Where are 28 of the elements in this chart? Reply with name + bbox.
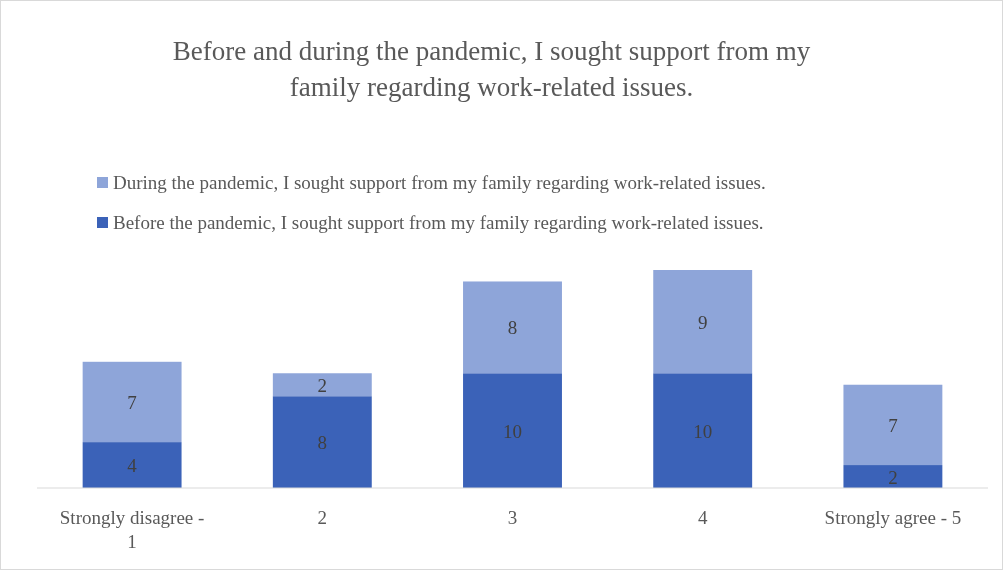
bar <box>82 361 182 443</box>
data-label: 2 <box>888 466 898 488</box>
bar <box>463 281 562 374</box>
legend-label: Before the pandemic, I sought support from my family regarding work-related issues. <box>113 212 764 233</box>
data-label: 8 <box>507 317 518 339</box>
bar <box>272 396 372 488</box>
bar <box>653 270 753 374</box>
x-tick-label: 2 <box>317 507 328 528</box>
x-tick-label: 4 <box>697 507 708 528</box>
x-tick-label: Strongly disagree - 1 <box>59 507 205 552</box>
data-label: 7 <box>888 414 898 436</box>
data-label: 2 <box>317 374 328 396</box>
data-label: 10 <box>693 420 713 442</box>
bar <box>82 442 182 488</box>
data-label: 8 <box>317 432 328 454</box>
bar <box>653 373 753 488</box>
x-tick-label: Strongly agree - 5 <box>824 507 962 528</box>
bar <box>463 373 562 488</box>
bar <box>272 373 372 397</box>
legend-label: During the pandemic, I sought support from my family regarding work-related issues. <box>113 172 766 193</box>
bar <box>843 465 943 488</box>
chart-title: Before and during the pandemic, I sought support from my family regarding work-related issues. <box>172 36 811 102</box>
bar <box>843 384 943 466</box>
x-tick-label: 3 <box>507 507 518 528</box>
data-label: 7 <box>127 391 137 413</box>
data-label: 10 <box>503 420 522 442</box>
data-label: 4 <box>127 455 138 477</box>
data-label: 9 <box>697 311 708 333</box>
